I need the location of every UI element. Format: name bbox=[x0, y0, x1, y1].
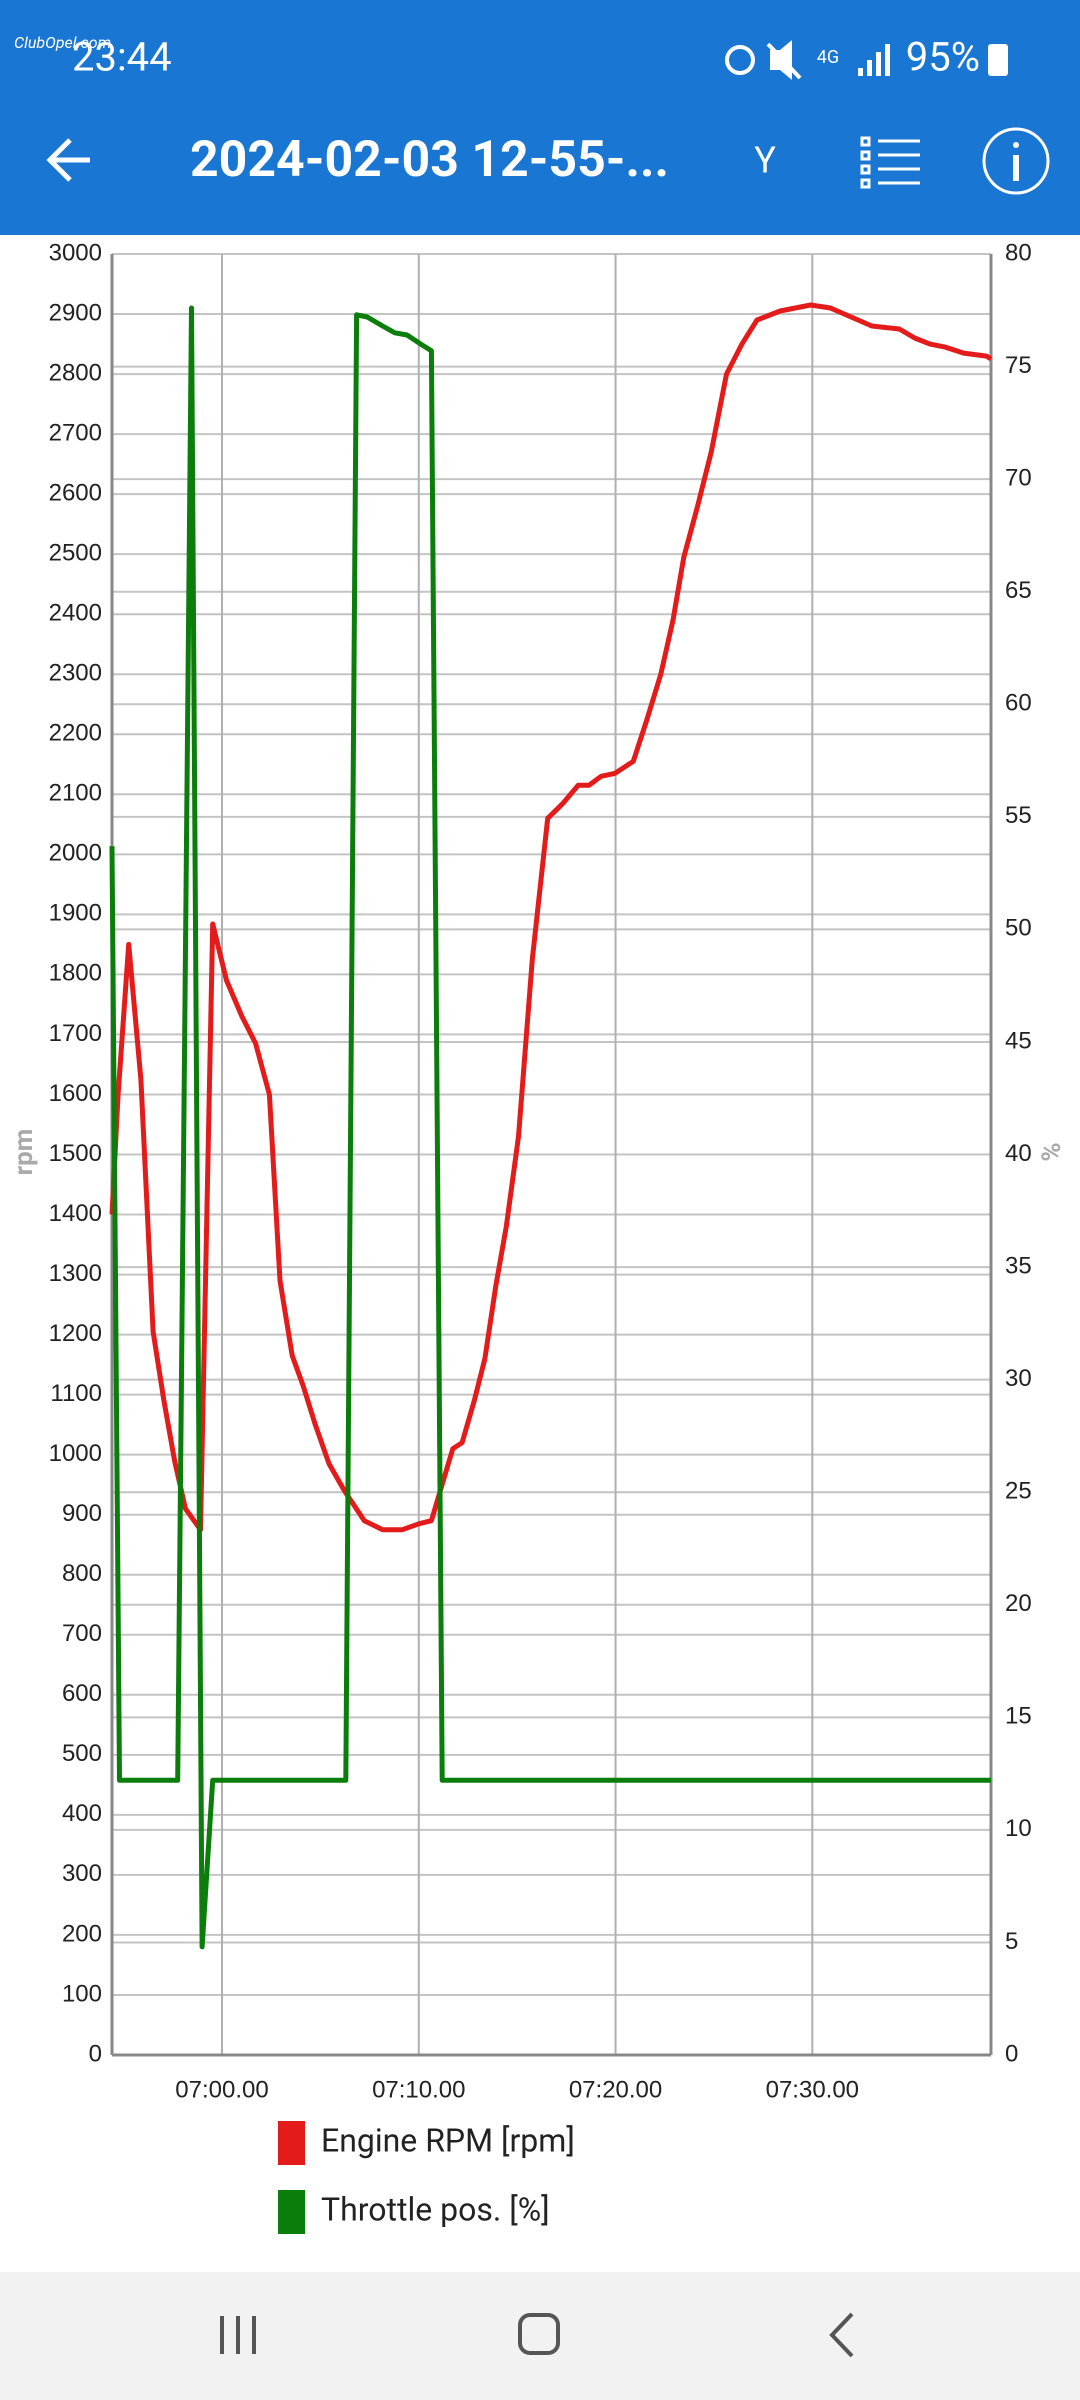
y-tick-label: 1700 bbox=[49, 1020, 102, 1047]
y-tick-label: 200 bbox=[62, 1920, 102, 1947]
y2-tick-label: 45 bbox=[1005, 1027, 1032, 1054]
y2-tick-label: 15 bbox=[1005, 1703, 1032, 1730]
back-button[interactable] bbox=[46, 138, 90, 182]
y2-tick-label: 10 bbox=[1005, 1815, 1032, 1842]
y-tick-label: 2600 bbox=[49, 479, 102, 506]
legend-label: Engine RPM [rpm] bbox=[321, 2121, 575, 2159]
y-tick-label: 800 bbox=[62, 1560, 102, 1587]
y-tick-label: 1900 bbox=[49, 900, 102, 927]
y2-tick-label: 75 bbox=[1005, 352, 1032, 379]
nav-buttons bbox=[220, 2312, 854, 2358]
y-tick-label: 2000 bbox=[49, 840, 102, 867]
y-tick-label: 100 bbox=[62, 1980, 102, 2007]
x-tick-label: 07:00.00 bbox=[175, 2076, 268, 2103]
legend-swatch bbox=[278, 2121, 305, 2165]
y-tick-label: 1800 bbox=[49, 960, 102, 987]
y2-tick-label: 40 bbox=[1005, 1140, 1032, 1167]
y-tick-label: 700 bbox=[62, 1620, 102, 1647]
nav-back-button[interactable] bbox=[829, 2312, 854, 2358]
home-button[interactable] bbox=[518, 2313, 560, 2355]
y-tick-label: 2900 bbox=[49, 299, 102, 326]
y-tick-label: 600 bbox=[62, 1680, 102, 1707]
y2-tick-label: 35 bbox=[1005, 1252, 1032, 1279]
y-tick-label: 2200 bbox=[49, 720, 102, 747]
status-battery: 95% bbox=[906, 34, 980, 81]
y-tick-label: 1300 bbox=[49, 1260, 102, 1287]
legend-button[interactable] bbox=[860, 136, 920, 189]
y-tick-label: 1200 bbox=[49, 1320, 102, 1347]
axis-button[interactable]: Y bbox=[754, 140, 776, 182]
y2-tick-label: 5 bbox=[1005, 1928, 1018, 1955]
series-line bbox=[109, 302, 993, 1533]
y-tick-label: 2500 bbox=[49, 540, 102, 567]
info-button[interactable] bbox=[982, 127, 1050, 195]
x-tick-label: 07:10.00 bbox=[372, 2076, 465, 2103]
y-tick-label: 1600 bbox=[49, 1080, 102, 1107]
y-tick-label: 900 bbox=[62, 1500, 102, 1527]
y-axis-title: rpm bbox=[9, 1129, 39, 1176]
y-tick-label: 0 bbox=[89, 2040, 102, 2067]
y2-tick-label: 25 bbox=[1005, 1478, 1032, 1505]
status-network: 4G bbox=[817, 47, 839, 68]
y-tick-label: 2400 bbox=[49, 600, 102, 627]
y2-axis-title: % bbox=[1037, 1142, 1067, 1161]
y2-tick-label: 55 bbox=[1005, 802, 1032, 829]
app-header bbox=[0, 0, 1080, 235]
y2-tick-label: 0 bbox=[1005, 2040, 1018, 2067]
y-tick-label: 2100 bbox=[49, 780, 102, 807]
y-tick-label: 1500 bbox=[49, 1140, 102, 1167]
y-tick-label: 2700 bbox=[49, 419, 102, 446]
y2-tick-label: 60 bbox=[1005, 690, 1032, 717]
nav-bar bbox=[0, 2272, 1080, 2400]
y-tick-label: 1400 bbox=[49, 1200, 102, 1227]
watermark: ClubOpel.com bbox=[14, 33, 111, 52]
y-tick-label: 300 bbox=[62, 1860, 102, 1887]
y2-tick-label: 50 bbox=[1005, 915, 1032, 942]
y2-tick-label: 80 bbox=[1005, 239, 1032, 266]
y-tick-label: 1000 bbox=[49, 1440, 102, 1467]
series-line bbox=[109, 305, 991, 1950]
status-icons bbox=[725, 40, 1008, 80]
y-tick-label: 3000 bbox=[49, 239, 102, 266]
legend-swatch bbox=[278, 2190, 305, 2234]
y-tick-label: 2800 bbox=[49, 359, 102, 386]
y2-tick-label: 70 bbox=[1005, 464, 1032, 491]
y-tick-label: 1100 bbox=[50, 1380, 102, 1407]
chart: 0100200300400500600700800900100011001200… bbox=[9, 239, 1067, 2234]
legend-label: Throttle pos. [%] bbox=[321, 2190, 550, 2228]
x-tick-label: 07:20.00 bbox=[569, 2076, 662, 2103]
y2-tick-label: 20 bbox=[1005, 1590, 1032, 1617]
recents-button[interactable] bbox=[220, 2316, 256, 2354]
y2-tick-label: 30 bbox=[1005, 1365, 1032, 1392]
y2-tick-label: 65 bbox=[1005, 577, 1032, 604]
x-tick-label: 07:30.00 bbox=[766, 2076, 859, 2103]
y-tick-label: 500 bbox=[62, 1740, 102, 1767]
app-title: 2024-02-03 12-55-... bbox=[190, 131, 669, 189]
y-tick-label: 2300 bbox=[49, 660, 102, 687]
status-time: 23:44 bbox=[72, 34, 172, 81]
y-tick-label: 400 bbox=[62, 1800, 102, 1827]
